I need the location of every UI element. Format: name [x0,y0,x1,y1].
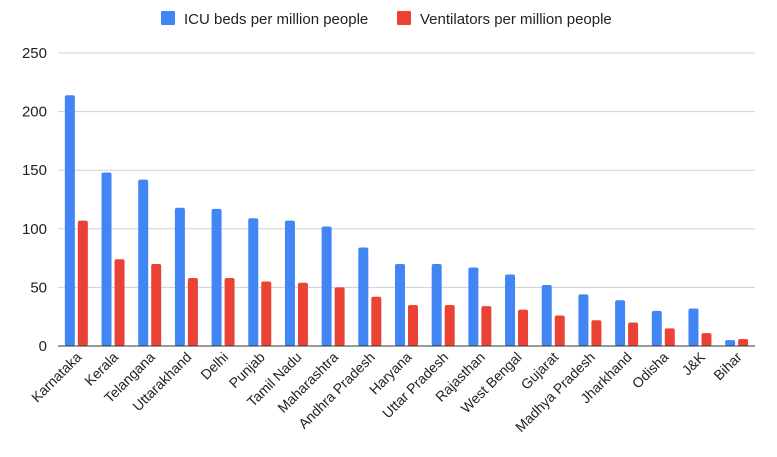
gridlines [58,52,755,288]
ventilator-bar-punjab [261,281,272,346]
icu-bar-madhya-pradesh [578,294,589,346]
ventilator-bar-delhi [224,278,235,346]
bars [64,95,749,346]
icu-bar-bihar [725,340,736,346]
icu-bar-andhra-pradesh [358,247,369,346]
ventilator-bar-uttarakhand [187,278,198,346]
icu-bar-kerala [101,172,112,346]
ventilator-bar-rajasthan [481,306,492,346]
legend-swatch-ventilators [397,11,411,25]
y-tick-label: 100 [22,221,47,238]
x-tick-label: J&K [679,348,709,378]
icu-bar-odisha [651,310,662,346]
legend-swatch-icu [161,11,175,25]
icu-bar-maharashtra [321,226,332,346]
icu-bar-tamil-nadu [284,220,295,346]
icu-bar-karnataka [64,95,75,346]
ventilator-bar-madhya-pradesh [591,320,602,346]
ventilator-bar-west-bengal [518,309,529,346]
legend-label-ventilators: Ventilators per million people [420,11,612,28]
icu-bar-j-k [688,308,699,346]
icu-bar-rajasthan [468,267,479,346]
x-tick-label: Odisha [629,349,672,392]
ventilator-bar-j-k [701,333,712,346]
ventilator-bar-karnataka [77,220,88,346]
ventilator-bar-jharkhand [628,322,639,346]
y-tick-label: 0 [39,338,47,355]
icu-bar-gujarat [541,285,552,346]
ventilator-bar-gujarat [554,315,565,346]
ventilator-bar-odisha [664,328,675,346]
icu-bar-uttarakhand [174,207,185,346]
ventilator-bar-kerala [114,259,125,346]
icu-bar-jharkhand [615,300,626,346]
icu-bar-telangana [138,179,149,346]
ventilator-bar-tamil-nadu [297,282,308,346]
y-tick-label: 250 [22,45,47,62]
x-tick-label: Delhi [197,349,231,383]
legend-label-icu: ICU beds per million people [184,11,368,28]
ventilator-bar-uttar-pradesh [444,304,455,346]
icu-bar-uttar-pradesh [431,263,442,346]
y-tick-label: 200 [22,104,47,121]
icu-bar-west-bengal [505,274,516,346]
y-tick-label: 150 [22,162,47,179]
ventilator-bar-andhra-pradesh [371,296,382,346]
ventilator-bar-telangana [151,263,162,346]
icu-bar-delhi [211,208,222,346]
x-tick-label: Bihar [710,349,745,384]
icu-bar-haryana [395,263,405,346]
y-axis-ticks: 0 50 100 150 200 250 [22,45,47,355]
ventilator-bar-maharashtra [334,287,345,346]
ventilator-bar-haryana [408,304,418,346]
legend: ICU beds per million people Ventilators … [161,11,612,28]
icu-bar-punjab [248,218,259,346]
y-tick-label: 50 [30,279,47,296]
x-tick-label: Karnataka [28,349,85,406]
ventilator-bar-bihar [738,338,749,346]
